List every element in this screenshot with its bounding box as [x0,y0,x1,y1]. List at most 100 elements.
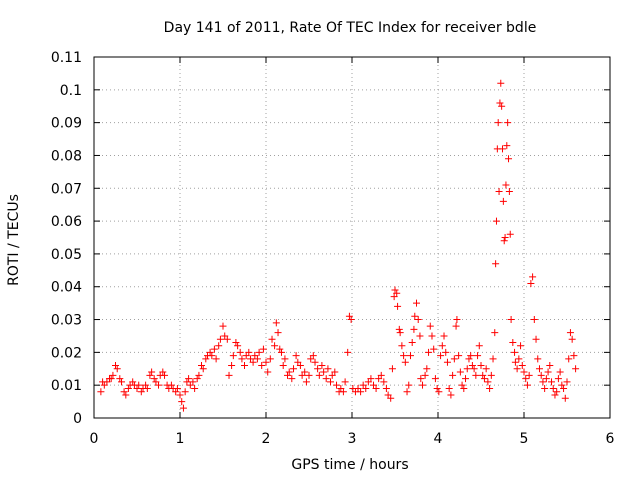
data-point [546,361,554,369]
data-point [155,381,162,389]
data-point [377,371,385,379]
data-point [553,388,561,396]
data-point [309,352,317,360]
data-point [413,299,420,307]
data-point [97,388,105,396]
data-point [400,352,408,360]
data-point [496,99,504,107]
data-point [216,335,224,343]
data-point [504,119,512,127]
data-point [472,371,480,379]
data-point [281,355,289,363]
data-point [272,319,280,327]
data-point [215,342,223,350]
data-point [522,375,530,383]
data-point [116,375,124,383]
data-point [210,345,218,353]
data-point [462,375,470,383]
data-point [499,197,507,205]
data-point [505,188,513,196]
data-point [318,361,326,369]
data-point [146,371,154,379]
data-point [511,358,519,366]
x-tick-label: 4 [434,431,443,447]
data-point [425,348,433,356]
data-point [529,273,537,281]
data-point [107,375,115,383]
y-tick-label: 0.09 [51,116,82,132]
data-point [339,388,347,396]
data-points [97,79,580,412]
data-point [537,371,545,379]
data-point [498,102,506,110]
data-point [426,322,434,330]
grid-lines [94,57,610,418]
data-point [492,260,500,268]
data-point [253,355,261,363]
x-tick-label: 0 [90,431,99,447]
data-point [455,352,463,360]
y-tick-label: 0.07 [51,181,82,197]
data-point [225,371,233,379]
data-point [178,398,186,406]
data-point [511,348,519,356]
data-point [438,342,446,350]
data-point [292,352,300,360]
data-point [118,378,126,386]
data-point [570,352,578,360]
data-point [345,312,353,320]
data-point [515,355,523,363]
data-point [264,368,272,376]
data-point [327,378,334,386]
data-point [482,365,490,373]
data-point [320,368,328,376]
x-axis-label: GPS time / hours [291,457,408,473]
data-point [173,384,181,392]
data-point [262,358,270,366]
data-point [414,316,422,324]
data-point [486,384,494,392]
data-point [435,388,443,396]
data-point [198,361,205,369]
data-point [408,339,416,347]
data-point [208,352,216,360]
data-point [487,371,495,379]
data-point [470,365,478,373]
y-tick-label: 0.02 [51,345,82,361]
chart-title: Day 141 of 2011, Rate Of TEC Index for r… [164,20,537,36]
data-point [520,368,528,376]
y-tick-label: 0 [73,411,82,427]
data-point [495,188,503,196]
data-point [398,342,406,350]
data-point [421,371,429,379]
data-point [279,361,287,369]
data-point [544,368,552,376]
data-point [311,358,319,366]
data-point [344,348,352,356]
data-point [129,378,137,386]
data-point [302,378,310,386]
data-point [558,381,566,389]
y-axis-label: ROTI / TECUs [6,194,22,286]
data-point [492,217,500,225]
data-point [456,368,464,376]
data-point [255,348,263,356]
data-point [489,355,497,363]
data-point [494,119,502,127]
data-point [176,391,184,399]
data-point [513,365,521,373]
data-point [503,142,511,150]
data-point [179,404,187,412]
data-point [122,391,130,399]
data-point [565,355,573,363]
data-point [502,181,510,189]
data-point [563,378,571,386]
data-point [372,384,380,392]
data-point [505,155,513,163]
data-point [467,352,475,360]
data-point [212,355,220,363]
data-point [501,234,509,241]
data-point [541,384,549,392]
data-point [447,391,455,399]
data-point [393,289,401,297]
